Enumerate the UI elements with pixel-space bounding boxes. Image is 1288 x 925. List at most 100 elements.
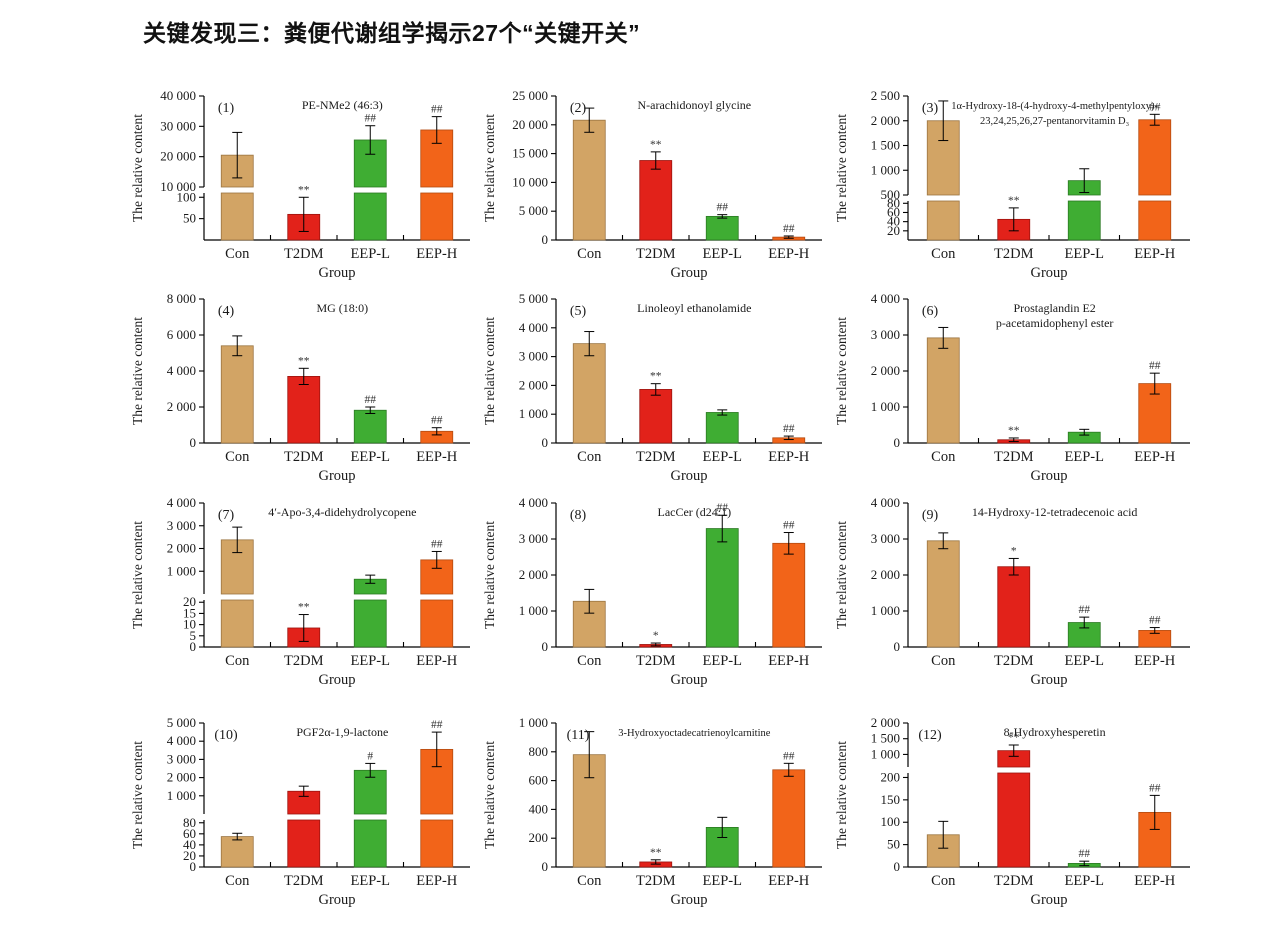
- chart-panel-8: The relative content (8) LacCer (d24:1) Con…: [480, 489, 832, 709]
- y-tick-label: 1 500: [871, 138, 900, 153]
- chart-panel-3: The relative content (3) 1α-Hydroxy-18-(4-…: [832, 82, 1200, 285]
- significance-mark: ##: [365, 394, 377, 406]
- panel-number: (7): [218, 508, 235, 523]
- y-tick-label: 2 000: [871, 567, 900, 582]
- significance-mark: ##: [1079, 848, 1091, 860]
- panel-number: (9): [922, 508, 939, 523]
- y-tick-label: 0: [894, 435, 901, 450]
- category-label: EEP-H: [416, 873, 458, 889]
- category-label: Con: [931, 873, 956, 889]
- bar: [1138, 119, 1172, 196]
- y-axis-title: The relative content: [130, 741, 145, 849]
- y-tick-label: 2 000: [871, 113, 900, 128]
- chart-11-svg: The relative content (11) 3-Hydroxyoctadec…: [482, 715, 822, 908]
- x-axis-title: Group: [1030, 672, 1067, 688]
- y-tick-label: 4 000: [167, 733, 196, 748]
- page-title: 关键发现三：粪便代谢组学揭示27个“关键开关”: [143, 20, 641, 46]
- x-axis-title: Group: [1030, 265, 1067, 281]
- labels: The relative content (7) 4′-Apo-3,4-didehy…: [130, 495, 458, 688]
- y-tick-label: 150: [881, 792, 901, 807]
- chart-title-line: LacCer (d24:1): [657, 505, 731, 519]
- y-tick-label: 400: [529, 801, 549, 816]
- y-tick-label: 25 000: [512, 88, 548, 103]
- y-tick-label: 0: [190, 435, 197, 450]
- labels: The relative content (10) PGF2α-1,9-lacton…: [130, 715, 458, 908]
- chart-10-svg: The relative content (10) PGF2α-1,9-lacton…: [130, 715, 470, 908]
- bar: [926, 337, 960, 444]
- chart-panel-5: The relative content (5) Linoleoyl ethanol…: [480, 285, 832, 489]
- y-tick-label: 1 000: [167, 788, 196, 803]
- significance-mark: #: [367, 750, 373, 762]
- y-tick-label: 500: [881, 187, 901, 202]
- panel-number: (4): [218, 304, 235, 319]
- y-tick-label: 4 000: [167, 363, 196, 378]
- y-tick-label: 0: [894, 859, 901, 874]
- category-label: EEP-L: [1065, 653, 1104, 669]
- category-label: EEP-L: [351, 246, 390, 262]
- category-label: T2DM: [284, 653, 324, 669]
- labels: The relative content (5) Linoleoyl ethanol…: [482, 291, 810, 484]
- significance-mark: *: [1011, 545, 1017, 557]
- bar: [353, 819, 387, 868]
- y-tick-label: 40: [887, 214, 900, 229]
- bar: [772, 542, 806, 648]
- significance-mark: ##: [783, 423, 795, 435]
- category-label: EEP-L: [1065, 873, 1104, 889]
- bar: [420, 192, 454, 241]
- category-label: EEP-H: [1134, 449, 1176, 465]
- category-label: Con: [577, 653, 602, 669]
- chart-7-svg: The relative content (7) 4′-Apo-3,4-didehy…: [130, 495, 470, 688]
- chart-title-line: PGF2α-1,9-lactone: [296, 725, 388, 739]
- category-label: EEP-H: [1134, 653, 1176, 669]
- y-axis-title: The relative content: [482, 741, 497, 849]
- y-tick-label: 1 000: [519, 603, 548, 618]
- y-tick-label: 5 000: [167, 715, 196, 730]
- y-tick-label: 1 000: [871, 399, 900, 414]
- panel-number: (3): [922, 101, 939, 116]
- bar: [353, 409, 387, 444]
- labels: The relative content (11) 3-Hydroxyoctadec…: [482, 715, 810, 908]
- y-axis-title: The relative content: [482, 521, 497, 629]
- y-axis-title: The relative content: [834, 317, 849, 425]
- category-label: T2DM: [284, 246, 324, 262]
- y-tick-label: 3 000: [871, 327, 900, 342]
- y-tick-label: 2 000: [167, 541, 196, 556]
- category-label: T2DM: [636, 653, 676, 669]
- labels: The relative content (4) MG (18:0) Con T2DM E…: [130, 291, 458, 484]
- category-label: EEP-H: [768, 653, 810, 669]
- category-label: EEP-L: [703, 653, 742, 669]
- bar: [997, 566, 1031, 648]
- bars: [220, 335, 454, 444]
- chart-3-svg: The relative content (3) 1α-Hydroxy-18-(4-…: [834, 88, 1190, 281]
- category-label: T2DM: [284, 873, 324, 889]
- bars: [572, 514, 806, 648]
- x-axis-title: Group: [670, 672, 707, 688]
- category-label: EEP-H: [1134, 873, 1176, 889]
- category-label: EEP-H: [416, 653, 458, 669]
- bars: [572, 731, 806, 868]
- x-axis-title: Group: [318, 672, 355, 688]
- category-label: EEP-L: [1065, 246, 1104, 262]
- x-axis-title: Group: [670, 892, 707, 908]
- category-label: EEP-H: [768, 873, 810, 889]
- bar: [353, 599, 387, 648]
- y-tick-label: 10 000: [512, 174, 548, 189]
- labels: The relative content (3) 1α-Hydroxy-18-(4-…: [834, 88, 1176, 281]
- bar: [572, 343, 606, 444]
- category-label: Con: [225, 246, 250, 262]
- significance-mark: **: [650, 847, 662, 859]
- bar: [926, 540, 960, 648]
- y-tick-label: 100: [881, 814, 901, 829]
- panel-number: (1): [218, 101, 235, 116]
- y-tick-label: 3 000: [167, 751, 196, 766]
- significance-mark: **: [298, 355, 310, 367]
- chart-title-line: 3-Hydroxyoctadecatrienoylcarnitine: [618, 728, 771, 739]
- category-label: T2DM: [994, 449, 1034, 465]
- category-label: EEP-H: [1134, 246, 1176, 262]
- bar: [353, 192, 387, 241]
- y-tick-label: 0: [542, 639, 549, 654]
- category-label: T2DM: [994, 653, 1034, 669]
- panel-number: (2): [570, 101, 587, 116]
- category-label: Con: [931, 653, 956, 669]
- y-tick-label: 15: [183, 605, 196, 620]
